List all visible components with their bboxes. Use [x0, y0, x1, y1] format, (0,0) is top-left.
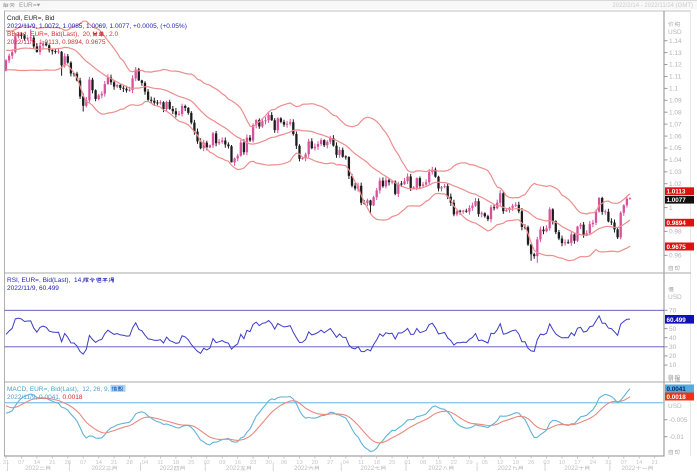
svg-text:50: 50 — [669, 326, 677, 333]
svg-text:30: 30 — [669, 344, 677, 351]
svg-text:2022/2/14 - 2022/11/24 (GMT): 2022/2/14 - 2022/11/24 (GMT) — [612, 3, 693, 9]
svg-text:-0.01: -0.01 — [669, 434, 684, 441]
svg-text:1.04: 1.04 — [669, 157, 682, 164]
svg-text:06: 06 — [281, 460, 287, 466]
svg-text:RSI, EUR=, Bid(Last), 14,: RSI, EUR=, Bid(Last), 14, — [7, 277, 83, 284]
svg-text:1.06: 1.06 — [669, 133, 682, 140]
svg-text:10: 10 — [559, 460, 565, 466]
svg-text:1.09: 1.09 — [669, 98, 682, 105]
svg-text:30: 30 — [265, 460, 271, 466]
svg-text:1: 1 — [669, 205, 673, 212]
svg-text:07: 07 — [18, 460, 24, 466]
svg-text:01: 01 — [404, 460, 410, 466]
svg-text:, 2.0: , 2.0 — [106, 31, 119, 38]
svg-text:1.0077: 1.0077 — [667, 197, 687, 204]
svg-text:1.0113: 1.0113 — [667, 188, 686, 195]
svg-text:0.9894: 0.9894 — [667, 220, 687, 227]
svg-text:EUR=: EUR= — [19, 2, 37, 9]
svg-text:26: 26 — [528, 460, 534, 466]
svg-text:20: 20 — [669, 353, 677, 360]
svg-text:2022: 2022 — [226, 465, 240, 472]
svg-text:31: 31 — [3, 460, 9, 466]
svg-text:17: 17 — [574, 460, 580, 466]
svg-text:2022: 2022 — [92, 465, 106, 472]
svg-text:28: 28 — [65, 460, 71, 466]
svg-text:04: 04 — [343, 460, 350, 466]
svg-text:20: 20 — [312, 460, 318, 466]
svg-text:1.14: 1.14 — [669, 38, 682, 45]
svg-text:1.1: 1.1 — [669, 86, 678, 93]
svg-text:27: 27 — [327, 460, 333, 466]
svg-text:2022: 2022 — [360, 465, 374, 472]
svg-text:21: 21 — [651, 460, 657, 466]
svg-text:13: 13 — [296, 460, 302, 466]
svg-text:18: 18 — [173, 460, 179, 466]
svg-text:11: 11 — [157, 460, 163, 466]
svg-text:2022/11/9, 1.0113, 0.9894, 0.9: 2022/11/9, 1.0113, 0.9894, 0.9675 — [7, 39, 106, 46]
svg-text:USD: USD — [668, 294, 682, 301]
svg-text:21: 21 — [111, 460, 117, 466]
svg-text:1.08: 1.08 — [669, 109, 682, 116]
svg-text:2022: 2022 — [428, 465, 442, 472]
svg-text:2022: 2022 — [25, 465, 39, 472]
svg-text:24: 24 — [590, 460, 597, 466]
svg-text:2022/11/9, 1.0072, 1.0085, 1.0: 2022/11/9, 1.0072, 1.0085, 1.0069, 1.007… — [7, 23, 187, 30]
svg-text:02: 02 — [204, 460, 210, 466]
svg-text:2022: 2022 — [294, 465, 308, 472]
svg-text:70: 70 — [669, 308, 677, 315]
svg-text:0.0041: 0.0041 — [667, 386, 687, 393]
svg-text:1.03: 1.03 — [669, 169, 682, 176]
svg-text:1.11: 1.11 — [669, 74, 682, 81]
svg-text:18: 18 — [373, 460, 379, 466]
svg-text:Cndl, EUR=, Bid: Cndl, EUR=, Bid — [7, 15, 55, 22]
svg-text:08: 08 — [420, 460, 426, 466]
svg-text:28: 28 — [126, 460, 132, 466]
svg-text:2022: 2022 — [160, 465, 174, 472]
svg-text:22: 22 — [451, 460, 457, 466]
svg-text:05: 05 — [482, 460, 488, 466]
svg-text:1.05: 1.05 — [669, 145, 682, 152]
svg-text:10: 10 — [669, 362, 677, 369]
svg-text:1.12: 1.12 — [669, 62, 682, 69]
svg-text:14: 14 — [34, 460, 41, 466]
svg-text:2022/11/9, 60.499: 2022/11/9, 60.499 — [7, 285, 59, 292]
svg-text:29: 29 — [466, 460, 472, 466]
svg-text:1.07: 1.07 — [669, 121, 682, 128]
svg-text:23: 23 — [250, 460, 256, 466]
svg-text:07: 07 — [80, 460, 86, 466]
svg-text:0.0018: 0.0018 — [667, 394, 687, 401]
svg-text:0.96: 0.96 — [669, 253, 682, 260]
svg-text:1.02: 1.02 — [669, 181, 682, 188]
svg-text:USD: USD — [668, 403, 682, 410]
svg-text:2022: 2022 — [498, 465, 512, 472]
svg-text:12: 12 — [497, 460, 503, 466]
svg-text:0.98: 0.98 — [669, 229, 682, 236]
svg-text:19: 19 — [512, 460, 518, 466]
svg-text:-0.005: -0.005 — [669, 417, 688, 424]
svg-text:2022/11/9, 0.0041, 0.0018: 2022/11/9, 0.0041, 0.0018 — [7, 394, 83, 401]
svg-text:2022: 2022 — [564, 465, 578, 472]
svg-text:2022: 2022 — [622, 465, 636, 472]
svg-text:BBand, EUR=, Bid(Last), 20,: BBand, EUR=, Bid(Last), 20, — [7, 31, 92, 38]
svg-text:0.9675: 0.9675 — [667, 244, 687, 251]
svg-text:15: 15 — [435, 460, 441, 466]
svg-text:25: 25 — [188, 460, 194, 466]
svg-text:25: 25 — [389, 460, 395, 466]
svg-text:16: 16 — [234, 460, 240, 466]
svg-text:07: 07 — [621, 460, 627, 466]
svg-text:11: 11 — [358, 460, 364, 466]
svg-text:31: 31 — [605, 460, 611, 466]
svg-text:40: 40 — [669, 335, 677, 342]
svg-text:1.13: 1.13 — [669, 50, 682, 57]
svg-text:14: 14 — [636, 460, 643, 466]
svg-text:21: 21 — [49, 460, 55, 466]
svg-text:MACD, EUR=, Bid(Last), 12, 26: MACD, EUR=, Bid(Last), 12, 26, 9, — [7, 386, 110, 393]
svg-text:03: 03 — [543, 460, 549, 466]
svg-text:09: 09 — [219, 460, 225, 466]
svg-text:USD: USD — [668, 29, 682, 36]
svg-text:14: 14 — [95, 460, 102, 466]
svg-text:04: 04 — [142, 460, 149, 466]
svg-text:60.499: 60.499 — [667, 317, 687, 324]
